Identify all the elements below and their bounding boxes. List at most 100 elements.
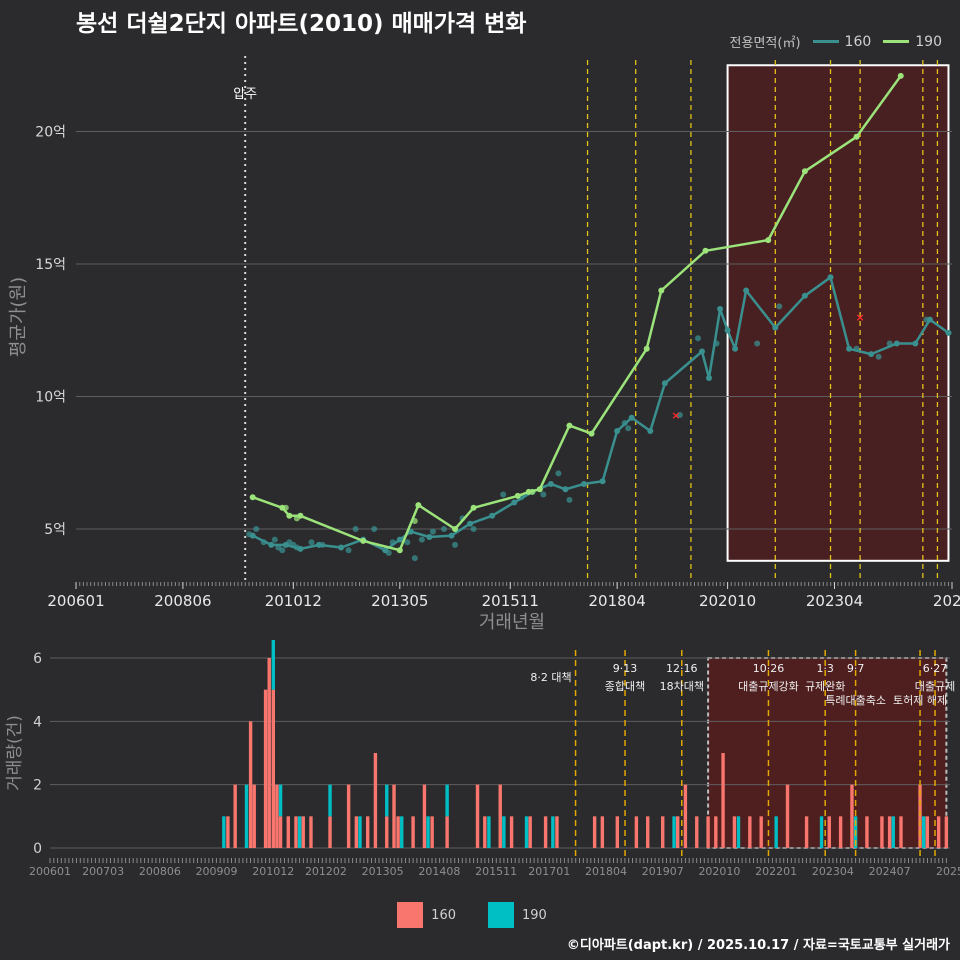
volume-bar-160 — [543, 816, 548, 848]
legend-title: 전용면적(㎡) — [729, 36, 801, 51]
volume-bar-160 — [865, 816, 869, 848]
scatter-point-160 — [440, 526, 447, 532]
event-marker-label: 압주 — [233, 87, 257, 102]
volume-bar-190 — [921, 816, 926, 848]
volume-bar-160 — [346, 784, 351, 848]
scatter-point-160 — [429, 528, 436, 535]
series-point-190 — [897, 72, 904, 79]
x-tick-label: 201701 — [528, 865, 570, 878]
legend-bar-160-swatch — [397, 902, 424, 928]
volume-bar-190 — [271, 640, 275, 690]
y-tick-label: 20억 — [35, 125, 66, 141]
scatter-point-160 — [371, 526, 378, 532]
series-point-160 — [467, 520, 474, 527]
x-tick-label: 201511 — [482, 592, 539, 610]
scatter-point-190 — [293, 515, 300, 522]
policy-label: 대출규제강화 — [738, 680, 799, 693]
volume-bar-190 — [358, 816, 362, 848]
volume-bar-190 — [328, 784, 332, 817]
volume-bar-160 — [498, 784, 502, 848]
x-tick-label: 200909 — [196, 865, 238, 878]
series-point-190 — [249, 494, 256, 501]
series-point-190 — [702, 247, 709, 254]
volume-bar-160 — [706, 816, 710, 848]
series-point-160 — [268, 541, 275, 548]
series-point-190 — [415, 502, 422, 509]
volume-bar-160 — [309, 816, 313, 848]
volume-bar-160 — [918, 784, 922, 848]
x-tick-label: 200806 — [154, 592, 211, 610]
policy-date: 12·16 — [666, 662, 698, 675]
volume-bar-160 — [838, 816, 843, 848]
series-point-190 — [658, 287, 665, 294]
series-point-160 — [396, 536, 403, 543]
volume-bar-160 — [226, 816, 230, 848]
volume-bar-160 — [263, 689, 268, 848]
series-point-160 — [581, 480, 588, 487]
scatter-point-160 — [404, 539, 411, 546]
scatter-point-160 — [319, 541, 326, 548]
volume-bar-160 — [600, 816, 605, 848]
volume-bar-190 — [426, 816, 430, 848]
volume-bar-chart: 0 2 4 6 200601 200703 200806 200909 201012 201202… — [5, 640, 960, 878]
volume-bar-190 — [244, 784, 249, 848]
volume-bar-160 — [748, 816, 752, 848]
policy-date: 1·3 — [816, 662, 834, 675]
cancelled-trade-mark: × — [671, 409, 680, 422]
series-point-190 — [643, 345, 650, 352]
series-point-160 — [614, 427, 621, 434]
volume-bar-160 — [683, 784, 688, 848]
series-point-160 — [489, 512, 496, 519]
volume-bar-160 — [328, 816, 332, 848]
policy-date: 10·26 — [753, 662, 785, 675]
volume-bar-160 — [445, 816, 449, 848]
series-point-160 — [599, 478, 606, 485]
volume-bar-160 — [509, 816, 514, 848]
volume-bar-160 — [785, 784, 790, 848]
scatter-point-160 — [418, 536, 425, 543]
volume-bar-190 — [487, 816, 491, 848]
volume-bar-160 — [925, 816, 930, 848]
volume-bar-190 — [278, 784, 283, 817]
series-point-160 — [724, 327, 731, 334]
legend-bar-label-160: 160 — [431, 907, 456, 923]
volume-bar-160 — [695, 816, 699, 848]
volume-bar-160 — [294, 816, 298, 848]
y-tick-label: 10억 — [35, 390, 66, 406]
volume-bar-190 — [672, 816, 676, 848]
series-point-160 — [562, 486, 569, 493]
volume-bar-190 — [551, 816, 555, 848]
x-tick-label: 201012 — [265, 592, 322, 610]
volume-bar-190 — [297, 816, 302, 848]
scatter-point-190 — [529, 488, 536, 495]
x-tick-label: 202201 — [755, 865, 797, 878]
policy-label: 18차대책 — [660, 680, 704, 693]
series-point-190 — [286, 512, 293, 519]
volume-bar-160 — [278, 816, 283, 848]
volume-bar-160 — [396, 816, 400, 848]
series-point-160 — [338, 544, 345, 551]
series-point-160 — [801, 292, 808, 299]
scatter-point-160 — [853, 345, 860, 352]
volume-bar-160 — [365, 816, 370, 848]
legend-label-190: 190 — [915, 33, 942, 50]
volume-bar-160 — [850, 784, 854, 848]
series-point-160 — [698, 348, 705, 355]
series-point-160 — [547, 480, 554, 487]
x-tick-label: 202304 — [812, 865, 854, 878]
volume-bar-190 — [891, 816, 895, 848]
volume-bar-160 — [373, 753, 378, 848]
y-tick-label: 2 — [33, 778, 42, 794]
x-tick-label: 202010 — [698, 865, 740, 878]
series-point-190 — [360, 537, 367, 544]
y-axis-title: 거래량(건) — [5, 715, 25, 791]
volume-bar-190 — [400, 816, 404, 848]
scatter-point-160 — [411, 555, 418, 562]
volume-bar-160 — [759, 816, 763, 848]
scatter-point-160 — [500, 491, 507, 498]
series-point-160 — [743, 287, 750, 294]
legend-label-160: 160 — [844, 33, 872, 50]
series-point-160 — [511, 499, 518, 506]
volume-bar-160 — [944, 816, 949, 848]
top-legend: 전용면적(㎡) 160 190 — [729, 32, 950, 52]
